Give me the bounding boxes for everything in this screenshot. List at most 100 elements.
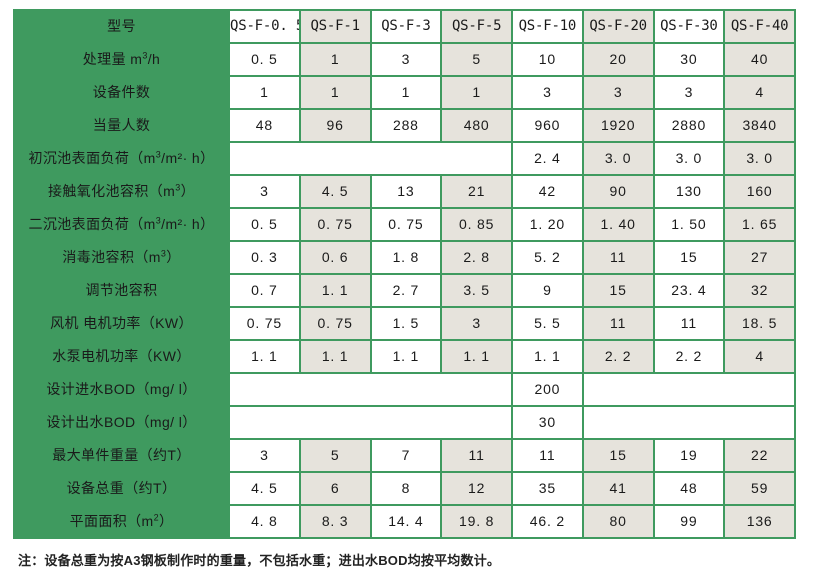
data-cell: 2. 2	[654, 341, 724, 372]
row-label-cell: 设计进水BOD（mg/ l）	[15, 374, 228, 405]
model-header-2: QS-F-3	[371, 11, 441, 42]
data-cell: 3	[654, 77, 724, 108]
data-cell: 30	[513, 407, 582, 438]
table-row: 初沉池表面负荷（m3/m²· h） 2. 4 3. 0 3. 0 3. 0	[15, 143, 794, 174]
data-cell: 0. 7	[230, 275, 299, 306]
row-label-text: 接触氧化池容积（m	[47, 183, 176, 199]
data-cell: 3	[513, 77, 582, 108]
data-cell: 6	[300, 473, 370, 504]
table-row: 设备总重（约T） 4. 5 6 8 12 35 41 48 59	[15, 473, 794, 504]
row-label-text: 初沉池表面负荷（m	[28, 150, 156, 166]
data-cell: 0. 75	[230, 308, 299, 339]
data-cell: 1. 1	[371, 341, 441, 372]
data-cell: 0. 75	[300, 308, 370, 339]
data-cell: 3	[230, 176, 299, 207]
data-cell: 1	[371, 77, 441, 108]
data-cell: 12	[442, 473, 511, 504]
row-label-tail: ）	[166, 249, 181, 265]
data-cell: 7	[371, 440, 441, 471]
table-row: 最大单件重量（约T） 3 5 7 11 11 15 19 22	[15, 440, 794, 471]
data-cell: 1. 20	[513, 209, 582, 240]
model-header-1: QS-F-1	[300, 11, 370, 42]
data-cell: 1. 1	[230, 341, 299, 372]
row-label-text: 设备总重（约T）	[66, 480, 177, 496]
table-row: 处理量 m3/h 0. 5 1 3 5 10 20 30 40	[15, 44, 794, 75]
data-cell: 19	[654, 440, 724, 471]
data-cell: 4	[725, 341, 794, 372]
data-cell: 15	[583, 275, 653, 306]
data-cell: 3. 0	[583, 143, 653, 174]
data-cell: 11	[654, 308, 724, 339]
data-cell: 130	[654, 176, 724, 207]
data-cell: 200	[513, 374, 582, 405]
merged-empty-cell	[230, 143, 511, 174]
data-cell: 35	[513, 473, 582, 504]
data-cell: 1. 1	[300, 275, 370, 306]
data-cell: 288	[371, 110, 441, 141]
data-cell: 18. 5	[725, 308, 794, 339]
model-header-7: QS-F-40	[725, 11, 794, 42]
data-cell: 160	[725, 176, 794, 207]
row-label-tail: ）	[159, 513, 174, 529]
data-cell: 14. 4	[371, 506, 441, 537]
data-cell: 0. 3	[230, 242, 299, 273]
row-label-cell: 二沉池表面负荷（m3/m²· h）	[15, 209, 228, 240]
row-label-text: 设备件数	[92, 84, 151, 100]
data-cell: 20	[583, 44, 653, 75]
data-cell: 11	[442, 440, 511, 471]
row-label-text: 平面面积（m	[69, 513, 154, 529]
data-cell: 27	[725, 242, 794, 273]
data-cell: 32	[725, 275, 794, 306]
row-label-superscript: 3	[155, 215, 162, 226]
row-label-text: 消毒池容积（m	[62, 249, 161, 265]
data-cell: 3840	[725, 110, 794, 141]
data-cell: 5	[442, 44, 511, 75]
row-label-text: 最大单件重量（约T）	[52, 447, 191, 463]
data-cell: 4. 5	[230, 473, 299, 504]
data-cell: 23. 4	[654, 275, 724, 306]
data-cell: 42	[513, 176, 582, 207]
merged-empty-cell-left	[230, 407, 511, 438]
merged-empty-cell-left	[230, 374, 511, 405]
row-label-superscript: 3	[155, 149, 162, 160]
model-header-4: QS-F-10	[513, 11, 582, 42]
row-label-tail: ）	[180, 183, 196, 199]
row-label-tail: /m²· h）	[161, 216, 215, 232]
data-cell: 2. 8	[442, 242, 511, 273]
data-cell: 8. 3	[300, 506, 370, 537]
data-cell: 8	[371, 473, 441, 504]
row-label-cell: 调节池容积	[15, 275, 228, 306]
table-row: 风机 电机功率（KW） 0. 75 0. 75 1. 5 3 5. 5 11 11 18. 5	[15, 308, 794, 339]
merged-empty-cell-right	[583, 407, 794, 438]
row-label-cell: 当量人数	[15, 110, 228, 141]
row-label-cell: 水泵电机功率（KW）	[15, 341, 228, 372]
row-label-cell: 设计出水BOD（mg/ l）	[15, 407, 228, 438]
row-label-superscript: 2	[153, 512, 160, 523]
row-label-cell: 处理量 m3/h	[15, 44, 228, 75]
table-header-row: 型号 QS-F-0. 5 QS-F-1 QS-F-3 QS-F-5 QS-F-1…	[15, 11, 794, 42]
data-cell: 9	[513, 275, 582, 306]
model-header-5: QS-F-20	[583, 11, 653, 42]
row-label-text: 二沉池表面负荷（m	[28, 216, 156, 232]
row-label-cell: 设备总重（约T）	[15, 473, 228, 504]
data-cell: 480	[442, 110, 511, 141]
row-label-cell: 风机 电机功率（KW）	[15, 308, 228, 339]
data-cell: 1. 1	[513, 341, 582, 372]
data-cell: 2880	[654, 110, 724, 141]
data-cell: 22	[725, 440, 794, 471]
data-cell: 2. 7	[371, 275, 441, 306]
data-cell: 4. 5	[300, 176, 370, 207]
data-cell: 3. 0	[725, 143, 794, 174]
table-row: 接触氧化池容积（m3） 3 4. 5 13 21 42 90 130 160	[15, 176, 794, 207]
row-label-text: 处理量 m	[82, 51, 143, 67]
row-label-cell: 接触氧化池容积（m3）	[15, 176, 228, 207]
data-cell: 30	[654, 44, 724, 75]
header-label-cell: 型号	[15, 11, 228, 42]
data-cell: 136	[725, 506, 794, 537]
data-cell: 59	[725, 473, 794, 504]
data-cell: 3	[371, 44, 441, 75]
table-row: 平面面积（m2） 4. 8 8. 3 14. 4 19. 8 46. 2 80 99 136	[15, 506, 794, 537]
data-cell: 4	[725, 77, 794, 108]
row-label-cell: 设备件数	[15, 77, 228, 108]
